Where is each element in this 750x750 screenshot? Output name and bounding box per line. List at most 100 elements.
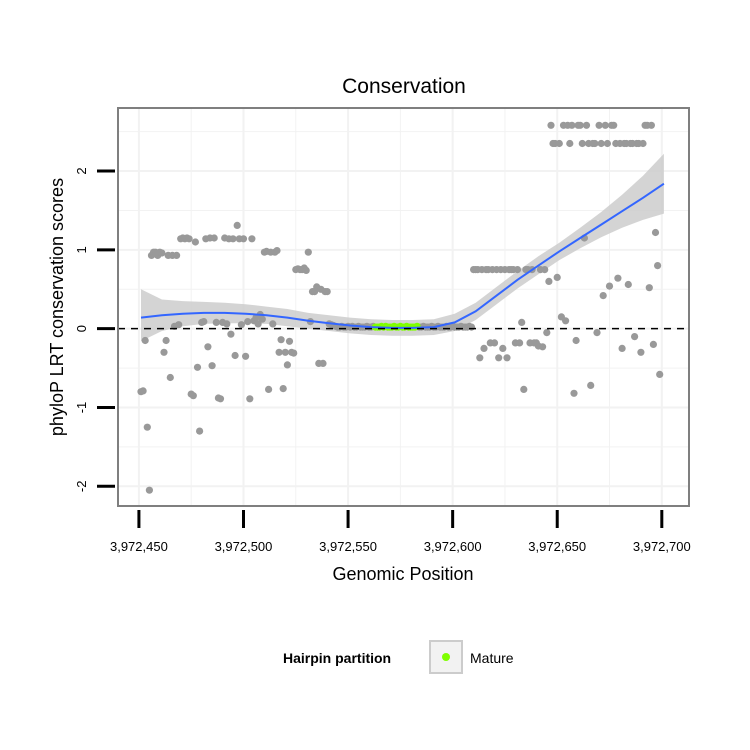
- x-tick-label-4: 3,972,650: [528, 539, 586, 554]
- data-point-246: [651, 228, 660, 237]
- data-point-3: [143, 423, 151, 431]
- data-point-45: [231, 351, 239, 360]
- data-point-213: [582, 121, 591, 129]
- panel-border: [117, 107, 690, 507]
- data-point-43: [227, 330, 235, 338]
- chart-title: Conservation: [342, 75, 466, 98]
- data-point-53: [248, 235, 256, 243]
- data-point-228: [614, 274, 622, 282]
- data-point-25: [189, 392, 197, 400]
- data-point-23: [185, 235, 193, 243]
- data-point-248: [656, 370, 664, 378]
- y-tick-label-2: 0: [74, 325, 89, 332]
- x-tick-label-2: 3,972,550: [319, 539, 377, 554]
- data-point-80: [304, 248, 312, 256]
- data-point-66: [275, 348, 283, 356]
- x-tick-label-1: 3,972,500: [215, 539, 273, 554]
- data-point-243: [645, 284, 653, 292]
- data-point-11: [160, 348, 168, 356]
- data-point-14: [166, 373, 174, 382]
- data-point-51: [244, 318, 252, 326]
- data-point-240: [639, 139, 647, 148]
- data-point-69: [281, 348, 289, 356]
- data-point-32: [204, 343, 212, 351]
- smooth-fit-line: [140, 182, 665, 329]
- y-axis-title: phyloP LRT conservation scores: [47, 178, 67, 436]
- data-point-196: [547, 121, 555, 129]
- data-point-48: [237, 321, 245, 329]
- data-point-205: [566, 139, 574, 148]
- data-point-158: [467, 323, 476, 331]
- data-point-247: [654, 262, 662, 270]
- data-point-239: [637, 348, 645, 356]
- confidence-band-area: [141, 153, 664, 342]
- data-point-35: [210, 234, 218, 242]
- data-point-236: [631, 333, 639, 341]
- data-point-68: [279, 385, 287, 393]
- data-point-71: [285, 337, 294, 345]
- data-point-56: [254, 320, 262, 328]
- data-point-44: [229, 235, 237, 243]
- data-point-2: [141, 336, 149, 345]
- data-point-50: [242, 352, 250, 360]
- data-point-26: [191, 238, 199, 246]
- data-point-199: [553, 273, 561, 281]
- data-point-70: [283, 361, 291, 369]
- y-tick-label-4: 2: [74, 167, 89, 174]
- data-point-224: [605, 282, 614, 290]
- x-tick-label-0: 3,972,450: [110, 539, 168, 554]
- data-point-4: [145, 486, 153, 494]
- data-point-245: [649, 340, 658, 348]
- plot-panel: [117, 107, 690, 507]
- data-point-27: [193, 363, 202, 371]
- data-point-67: [277, 336, 285, 344]
- grid-lines: [118, 108, 689, 506]
- data-point-17: [173, 251, 181, 259]
- data-point-49: [239, 235, 248, 243]
- data-point-226: [610, 121, 618, 129]
- data-point-192: [539, 343, 547, 351]
- data-point-221: [599, 292, 607, 300]
- data-point-200: [555, 139, 563, 148]
- legend-marker-mature: [442, 653, 450, 661]
- data-point-194: [543, 329, 551, 337]
- data-points: [137, 121, 664, 494]
- data-point-219: [595, 121, 603, 129]
- data-point-46: [233, 221, 241, 229]
- data-point-244: [647, 121, 656, 129]
- data-point-169: [490, 339, 499, 347]
- data-point-87: [319, 359, 327, 367]
- data-point-63: [269, 320, 277, 328]
- data-point-38: [216, 395, 225, 403]
- data-point-171: [495, 354, 503, 362]
- data-point-218: [593, 329, 601, 337]
- data-point-180: [513, 266, 522, 274]
- confidence-band: [141, 153, 664, 342]
- data-point-211: [578, 139, 586, 148]
- data-point-79: [302, 266, 310, 274]
- data-point-233: [624, 280, 632, 289]
- data-point-58: [258, 315, 266, 323]
- data-point-193: [541, 266, 549, 274]
- legend-label-mature: Mature: [470, 650, 514, 666]
- data-point-195: [545, 277, 553, 285]
- y-tick-label-1: -1: [74, 402, 89, 414]
- data-point-52: [246, 395, 254, 403]
- data-point-182: [518, 318, 526, 326]
- data-point-181: [516, 339, 524, 347]
- data-point-34: [208, 362, 216, 370]
- data-point-173: [499, 344, 507, 352]
- data-point-41: [223, 320, 231, 328]
- data-point-217: [591, 139, 599, 148]
- data-point-164: [480, 344, 488, 352]
- data-point-30: [200, 318, 208, 326]
- data-point-36: [212, 318, 220, 326]
- data-point-230: [618, 344, 626, 352]
- data-point-89: [323, 288, 331, 296]
- data-point-10: [158, 249, 166, 257]
- y-axis: -2 -1 0 1 2: [74, 167, 115, 492]
- data-point-28: [196, 427, 204, 435]
- y-tick-label-3: 1: [74, 246, 89, 253]
- data-point-208: [572, 336, 580, 345]
